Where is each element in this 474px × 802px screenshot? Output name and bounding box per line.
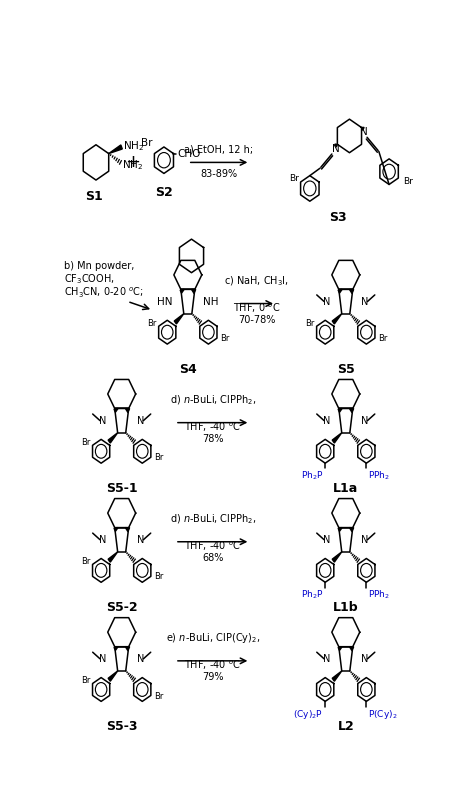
Text: b) Mn powder,: b) Mn powder, <box>64 261 134 271</box>
Text: L2: L2 <box>337 720 354 733</box>
Text: c) NaH, CH$_3$I,: c) NaH, CH$_3$I, <box>224 274 289 288</box>
Polygon shape <box>332 671 342 681</box>
Polygon shape <box>108 552 118 562</box>
Polygon shape <box>109 145 122 154</box>
Polygon shape <box>108 671 118 681</box>
Text: d) $n$-BuLi, ClPPh$_2$,: d) $n$-BuLi, ClPPh$_2$, <box>170 512 256 526</box>
Polygon shape <box>332 552 342 562</box>
Text: Br: Br <box>154 453 164 463</box>
Text: N: N <box>361 415 369 426</box>
Text: N: N <box>99 415 106 426</box>
Text: 68%: 68% <box>202 553 223 563</box>
Text: HN: HN <box>157 297 173 306</box>
Text: N: N <box>332 144 339 154</box>
Text: 79%: 79% <box>202 672 224 682</box>
Text: a) EtOH, 12 h;: a) EtOH, 12 h; <box>184 144 254 155</box>
Polygon shape <box>108 433 118 443</box>
Text: Br: Br <box>154 573 164 581</box>
Text: (Cy)$_2$P: (Cy)$_2$P <box>293 707 323 720</box>
Polygon shape <box>332 433 342 443</box>
Text: NH: NH <box>203 297 219 306</box>
Polygon shape <box>180 290 184 294</box>
Text: Ph$_2$P: Ph$_2$P <box>301 589 323 601</box>
Text: THF, 0 $^o$C: THF, 0 $^o$C <box>233 302 281 314</box>
Text: Br: Br <box>147 319 156 328</box>
Text: Br: Br <box>141 138 153 148</box>
Text: 83-89%: 83-89% <box>201 169 237 179</box>
Polygon shape <box>114 408 118 412</box>
Text: CH$_3$CN, 0-20 $^o$C;: CH$_3$CN, 0-20 $^o$C; <box>64 286 144 300</box>
Polygon shape <box>114 528 118 532</box>
Text: N: N <box>323 654 330 664</box>
Text: 78%: 78% <box>202 434 224 444</box>
Text: Br: Br <box>305 319 314 328</box>
Text: Br: Br <box>154 691 164 701</box>
Text: Br: Br <box>220 334 229 343</box>
Text: N: N <box>359 127 367 137</box>
Text: PPh$_2$: PPh$_2$ <box>368 469 390 482</box>
Polygon shape <box>362 128 364 131</box>
Text: S5-2: S5-2 <box>106 602 137 614</box>
Text: N: N <box>323 297 330 306</box>
Polygon shape <box>338 408 342 412</box>
Text: N: N <box>137 415 145 426</box>
Text: Br: Br <box>289 174 299 183</box>
Text: PPh$_2$: PPh$_2$ <box>368 589 390 601</box>
Text: N: N <box>99 535 106 545</box>
Text: CHO: CHO <box>177 148 201 159</box>
Text: S5-3: S5-3 <box>106 720 137 733</box>
Polygon shape <box>335 144 337 147</box>
Polygon shape <box>174 314 184 324</box>
Text: S2: S2 <box>155 186 173 199</box>
Text: 70-78%: 70-78% <box>238 314 275 325</box>
Text: NH$_2$: NH$_2$ <box>123 139 144 152</box>
Text: L1a: L1a <box>333 482 358 495</box>
Text: THF, -40 $^o$C: THF, -40 $^o$C <box>184 420 241 434</box>
Text: S4: S4 <box>179 363 197 376</box>
Text: S5: S5 <box>337 363 355 376</box>
Text: P(Cy)$_2$: P(Cy)$_2$ <box>368 707 398 720</box>
Polygon shape <box>338 528 342 532</box>
Polygon shape <box>332 314 342 324</box>
Text: Ph$_2$P: Ph$_2$P <box>301 469 323 482</box>
Text: N: N <box>361 535 369 545</box>
Text: e) $n$-BuLi, ClP(Cy)$_2$,: e) $n$-BuLi, ClP(Cy)$_2$, <box>166 631 260 646</box>
Text: N: N <box>323 415 330 426</box>
Text: Br: Br <box>403 177 413 186</box>
Text: Br: Br <box>81 676 90 685</box>
Text: NH$_2$: NH$_2$ <box>121 158 143 172</box>
Text: CF$_3$COOH,: CF$_3$COOH, <box>64 273 114 286</box>
Text: d) $n$-BuLi, ClPPh$_2$,: d) $n$-BuLi, ClPPh$_2$, <box>170 394 256 407</box>
Text: S3: S3 <box>329 211 347 224</box>
Text: THF, -40 $^o$C: THF, -40 $^o$C <box>184 658 241 672</box>
Text: N: N <box>137 535 145 545</box>
Text: N: N <box>323 535 330 545</box>
Text: N: N <box>361 297 369 306</box>
Text: N: N <box>137 654 145 664</box>
Text: N: N <box>361 654 369 664</box>
Text: S5-1: S5-1 <box>106 482 137 495</box>
Text: Br: Br <box>81 438 90 447</box>
Text: +: + <box>125 153 140 172</box>
Polygon shape <box>338 290 342 294</box>
Text: Br: Br <box>378 334 387 343</box>
Text: S1: S1 <box>85 190 103 203</box>
Polygon shape <box>338 646 342 650</box>
Polygon shape <box>114 646 118 650</box>
Text: THF, -40 $^o$C: THF, -40 $^o$C <box>184 540 241 553</box>
Text: Br: Br <box>81 557 90 566</box>
Text: L1b: L1b <box>333 602 359 614</box>
Text: N: N <box>99 654 106 664</box>
